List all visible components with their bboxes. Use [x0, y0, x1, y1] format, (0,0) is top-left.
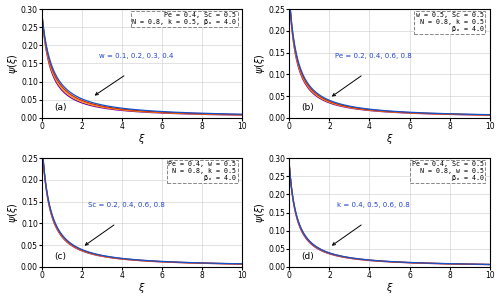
Text: Pe = 0.4, w = 0.5
N = 0.8, k = 0.5
βₒ = 4.0: Pe = 0.4, w = 0.5 N = 0.8, k = 0.5 βₒ = … [168, 161, 236, 182]
Text: w = 0.5, Sc = 0.5
N = 0.8, k = 0.5
βₒ = 4.0: w = 0.5, Sc = 0.5 N = 0.8, k = 0.5 βₒ = … [416, 12, 484, 32]
X-axis label: $\xi$: $\xi$ [138, 281, 146, 296]
Text: w = 0.1, 0.2, 0.3, 0.4: w = 0.1, 0.2, 0.3, 0.4 [99, 53, 174, 59]
Text: (d): (d) [302, 253, 314, 262]
X-axis label: $\xi$: $\xi$ [138, 132, 146, 146]
Text: k = 0.4, 0.5, 0.6, 0.8: k = 0.4, 0.5, 0.6, 0.8 [337, 202, 410, 208]
Text: Sc = 0.2, 0.4, 0.6, 0.8: Sc = 0.2, 0.4, 0.6, 0.8 [88, 202, 164, 208]
Text: (c): (c) [54, 253, 66, 262]
Text: (a): (a) [54, 103, 66, 112]
Y-axis label: $\psi(\xi)$: $\psi(\xi)$ [253, 53, 267, 74]
Y-axis label: $\psi(\xi)$: $\psi(\xi)$ [6, 202, 20, 223]
Text: Pe = 0.4, Sc = 0.5
N = 0.8, k = 0.5, βₒ = 4.0: Pe = 0.4, Sc = 0.5 N = 0.8, k = 0.5, βₒ … [132, 12, 236, 25]
Text: (b): (b) [302, 103, 314, 112]
Text: Pe = 0.2, 0.4, 0.6, 0.8: Pe = 0.2, 0.4, 0.6, 0.8 [335, 53, 412, 59]
Y-axis label: $\psi(\xi)$: $\psi(\xi)$ [253, 202, 267, 223]
X-axis label: $\xi$: $\xi$ [386, 281, 394, 296]
Text: Pe = 0.4, Sc = 0.5
N = 0.8, w = 0.5
βₒ = 4.0: Pe = 0.4, Sc = 0.5 N = 0.8, w = 0.5 βₒ =… [412, 161, 484, 182]
Y-axis label: $\psi(\xi)$: $\psi(\xi)$ [6, 53, 20, 74]
X-axis label: $\xi$: $\xi$ [386, 132, 394, 146]
